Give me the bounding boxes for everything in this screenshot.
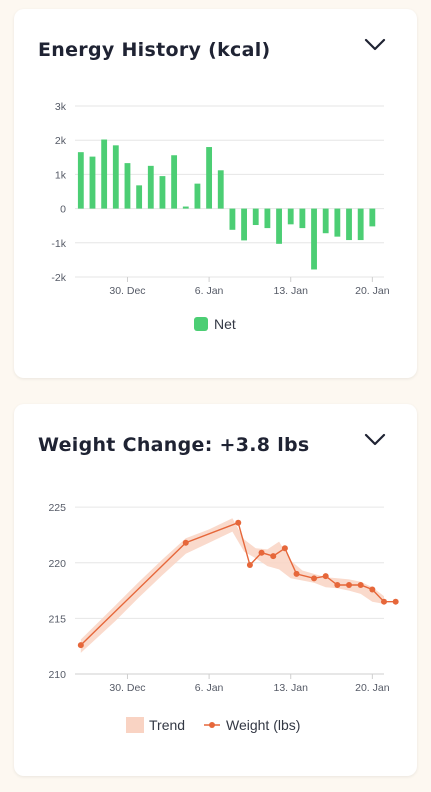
weight-point — [182, 539, 189, 546]
weight-point — [334, 582, 341, 588]
y-tick-label: -1k — [51, 238, 66, 250]
y-tick-label: 225 — [48, 502, 66, 514]
weight-point — [392, 598, 399, 605]
energy-bar — [334, 208, 341, 237]
weight-point — [311, 575, 318, 582]
energy-bar — [89, 156, 96, 209]
y-tick-label: -2k — [51, 272, 66, 284]
chevron-down-icon[interactable] — [363, 37, 387, 53]
x-tick-label: 20. Jan — [355, 285, 390, 297]
energy-bar — [101, 139, 108, 209]
weight-line — [80, 521, 396, 646]
energy-bar — [159, 176, 166, 209]
y-tick-label: 2k — [55, 135, 67, 147]
energy-bar — [346, 208, 352, 241]
legend-label-weight: Weight (lbs) — [226, 717, 300, 733]
chevron-down-icon[interactable] — [363, 432, 387, 448]
weight-point — [270, 553, 277, 560]
energy-bar — [112, 145, 119, 209]
energy-bar — [206, 147, 213, 209]
weight-point — [346, 582, 353, 588]
x-tick-label: 30. Dec — [109, 285, 145, 297]
weight-point — [258, 549, 265, 556]
weight-legend: Trend Weight (lbs) — [126, 717, 300, 733]
energy-bar — [299, 208, 306, 229]
energy-legend: Net — [194, 316, 236, 332]
energy-bar — [182, 206, 189, 209]
energy-history-card: Energy History (kcal) 3k 2k 1k 0 -1k -2k 30. D… — [14, 9, 417, 378]
energy-bar — [322, 208, 329, 234]
energy-bar — [217, 170, 224, 209]
x-tick-label: 13. Jan — [273, 682, 308, 694]
energy-history-chart: 3k 2k 1k 0 -1k -2k 30. Dec 6. Jan 13. Jan 20. Jan… — [51, 101, 390, 332]
weight-change-title: Weight Change: +3.8 lbs — [38, 434, 310, 456]
energy-bar — [241, 208, 247, 241]
energy-bar — [147, 165, 154, 209]
energy-bar — [357, 208, 364, 241]
energy-bar — [136, 185, 143, 209]
energy-bar — [311, 208, 317, 270]
y-tick-label: 1k — [55, 169, 67, 181]
energy-bar — [124, 163, 131, 209]
y-tick-label: 215 — [48, 613, 66, 625]
x-tick-label: 30. Dec — [109, 682, 145, 694]
x-tick-label: 6. Jan — [195, 285, 224, 297]
x-tick-label: 13. Jan — [273, 285, 308, 297]
energy-bar — [171, 155, 178, 209]
x-tick-label: 6. Jan — [195, 682, 224, 694]
energy-bar — [369, 208, 376, 227]
legend-swatch-trend — [126, 717, 144, 733]
legend-label-trend: Trend — [149, 717, 185, 733]
weight-point — [246, 561, 253, 568]
weight-point — [369, 586, 376, 593]
y-tick-label: 220 — [48, 558, 66, 570]
weight-point — [77, 642, 84, 649]
energy-bar — [264, 208, 271, 229]
legend-swatch-net — [194, 317, 208, 331]
energy-history-title: Energy History (kcal) — [38, 39, 271, 61]
weight-point — [357, 582, 364, 588]
energy-bar — [229, 208, 236, 230]
weight-point — [322, 573, 329, 580]
legend-label-net: Net — [214, 316, 236, 332]
weight-change-card: Weight Change: +3.8 lbs 225 220 215 210 30. … — [14, 404, 417, 776]
legend-marker-weight — [209, 722, 215, 728]
energy-bar — [194, 183, 201, 209]
y-tick-label: 0 — [60, 204, 66, 216]
energy-bar — [77, 152, 84, 209]
energy-bar — [252, 208, 259, 226]
weight-change-chart: 225 220 215 210 30. Dec 6. Jan 13. Jan 20. Jan T… — [48, 502, 399, 733]
y-tick-label: 3k — [55, 101, 67, 113]
weight-point — [293, 570, 300, 577]
x-tick-label: 20. Jan — [355, 682, 390, 694]
weight-point — [381, 598, 387, 605]
weight-point — [235, 519, 242, 526]
energy-bar — [287, 208, 294, 225]
y-tick-label: 210 — [48, 669, 66, 681]
energy-bar — [276, 208, 282, 244]
weight-point — [281, 545, 288, 552]
